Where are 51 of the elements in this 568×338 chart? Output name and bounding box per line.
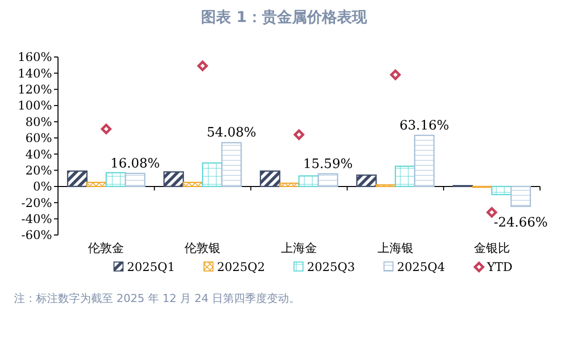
bar [182,182,204,188]
bar [318,173,338,188]
bar [394,166,416,188]
data-label: 54.08% [206,126,256,141]
bar [356,174,377,188]
y-tick-label: -20% [21,196,52,210]
data-label: -24.66% [494,215,548,230]
y-tick-label: 60% [25,131,52,146]
chart-title: 图表 1：贵金属价格表现 [201,8,368,26]
bar [414,134,435,188]
legend-label: 2025Q4 [397,260,446,274]
bar [260,170,280,188]
bar [106,172,126,188]
y-tick-label: 40% [25,147,52,162]
bar [124,172,146,188]
y-tick-label: 0% [32,180,52,194]
bar [202,162,222,188]
legend-label: 2025Q1 [127,260,176,274]
bar [86,182,107,188]
y-tick-label: 160% [18,50,52,64]
point [294,129,304,140]
y-tick-label: 20% [25,163,52,178]
y-tick-label: -60% [21,228,52,242]
data-label: 15.59% [303,156,353,172]
bar [298,175,319,188]
bar [510,186,531,208]
point [390,70,401,80]
x-tick-label: 上海金 [281,241,317,255]
bar [221,142,242,188]
bar [67,170,88,188]
text: 注：标注数字为截至 2025 年 12 月 24 日第四季度变动。 [14,292,300,305]
y-tick-label: 80% [25,114,52,129]
point [197,60,208,72]
point [100,124,112,134]
legend-label: 2025Q2 [217,260,266,274]
point [486,207,498,218]
x-tick-label: 上海银 [377,241,414,255]
y-tick-label: -40% [21,212,52,226]
y-tick-label: 100% [18,98,52,113]
x-tick-label: 伦敦金 [88,241,124,255]
y-tick-label: 120% [18,82,52,97]
data-label: 63.16% [400,118,450,134]
data-label: 16.08% [110,156,160,172]
y-tick-label: 140% [18,66,52,80]
bar [163,171,184,188]
bar [491,186,512,196]
x-tick-label: 伦敦银 [184,241,221,255]
legend-label: 2025Q3 [307,260,356,274]
legend-label: YTD [486,260,513,274]
bar [279,182,300,188]
x-tick-label: 金银比 [474,241,510,255]
